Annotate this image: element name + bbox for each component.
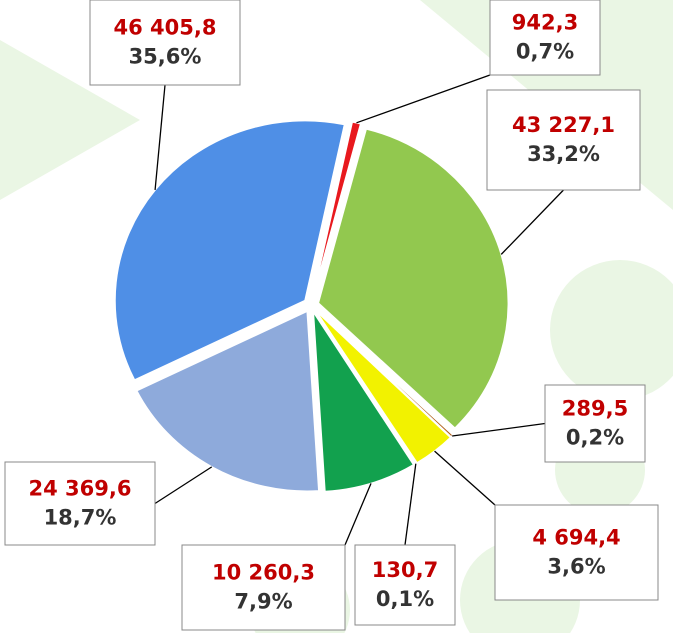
value-label: 4 694,4 xyxy=(532,526,620,550)
pie-slice xyxy=(135,310,320,492)
value-label: 46 405,8 xyxy=(114,16,217,40)
label-box xyxy=(89,0,241,86)
leader-line xyxy=(452,422,546,437)
label-box xyxy=(486,89,641,191)
pie-slice xyxy=(317,127,510,430)
percent-label: 33,2% xyxy=(527,142,600,166)
leader-line xyxy=(344,483,372,546)
value-label: 130,7 xyxy=(372,558,438,582)
leader-line xyxy=(154,466,213,505)
pie-slice xyxy=(114,119,346,382)
leader-line xyxy=(434,450,496,506)
percent-label: 0,7% xyxy=(516,40,574,64)
value-label: 289,5 xyxy=(562,397,628,421)
percent-label: 35,6% xyxy=(129,45,202,69)
percent-label: 18,7% xyxy=(44,506,117,530)
leader-line xyxy=(154,84,166,191)
percent-label: 3,6% xyxy=(547,555,605,579)
value-label: 10 260,3 xyxy=(212,561,315,585)
pie-slice xyxy=(315,310,452,464)
label-box xyxy=(4,461,156,546)
percent-label: 0,1% xyxy=(376,587,434,611)
pie-slice xyxy=(315,309,455,438)
pie-slice xyxy=(312,309,415,493)
value-label: 43 227,1 xyxy=(512,113,615,137)
label-box xyxy=(181,544,346,631)
label-box xyxy=(544,384,646,463)
leader-line xyxy=(356,74,491,124)
value-label: 942,3 xyxy=(512,11,578,35)
percent-label: 0,2% xyxy=(566,426,624,450)
label-box xyxy=(494,504,659,601)
label-box xyxy=(489,0,601,76)
leader-line xyxy=(500,189,564,255)
percent-label: 7,9% xyxy=(234,590,292,614)
leader-line xyxy=(404,463,417,546)
value-label: 24 369,6 xyxy=(29,477,132,501)
label-box xyxy=(354,544,456,626)
